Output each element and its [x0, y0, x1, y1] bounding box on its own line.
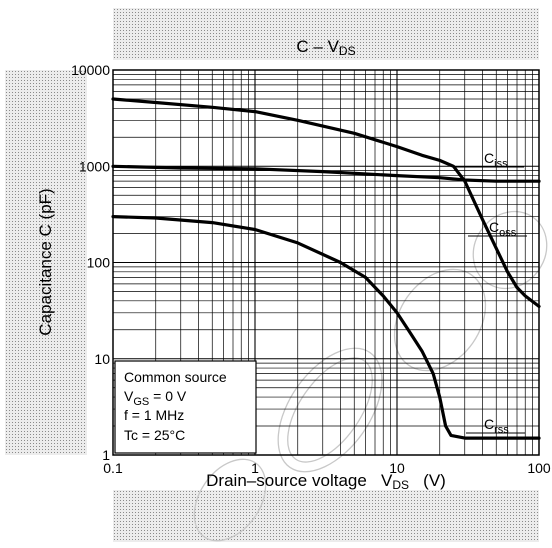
x-tick-label: 0.1	[103, 460, 123, 476]
annotation-line: f = 1 MHz	[124, 407, 184, 423]
chart-title: C – VDS	[296, 37, 356, 58]
y-tick-label: 1	[102, 447, 110, 463]
annotation-line: Tc = 25°C	[124, 427, 185, 443]
annotation-box	[114, 360, 257, 454]
y-axis-label-band	[5, 70, 87, 455]
series-line-ciss	[111, 97, 541, 308]
series-line-crss	[111, 215, 541, 440]
x-axis-label-band	[113, 490, 539, 542]
y-tick-label: 100	[87, 255, 111, 271]
x-tick-label: 100	[527, 460, 551, 476]
series-line-coss	[111, 164, 541, 183]
y-tick-label: 10	[94, 351, 110, 367]
y-tick-label: 10000	[71, 62, 110, 78]
x-tick-label: 1	[251, 460, 259, 476]
y-tick-label: 1000	[79, 158, 110, 174]
x-tick-label: 10	[389, 460, 405, 476]
plot-frame	[112, 69, 540, 456]
title-band	[113, 8, 539, 60]
x-axis-label: Drain–source voltage VDS (V)	[206, 471, 446, 492]
annotation-line: Common source	[124, 369, 227, 385]
